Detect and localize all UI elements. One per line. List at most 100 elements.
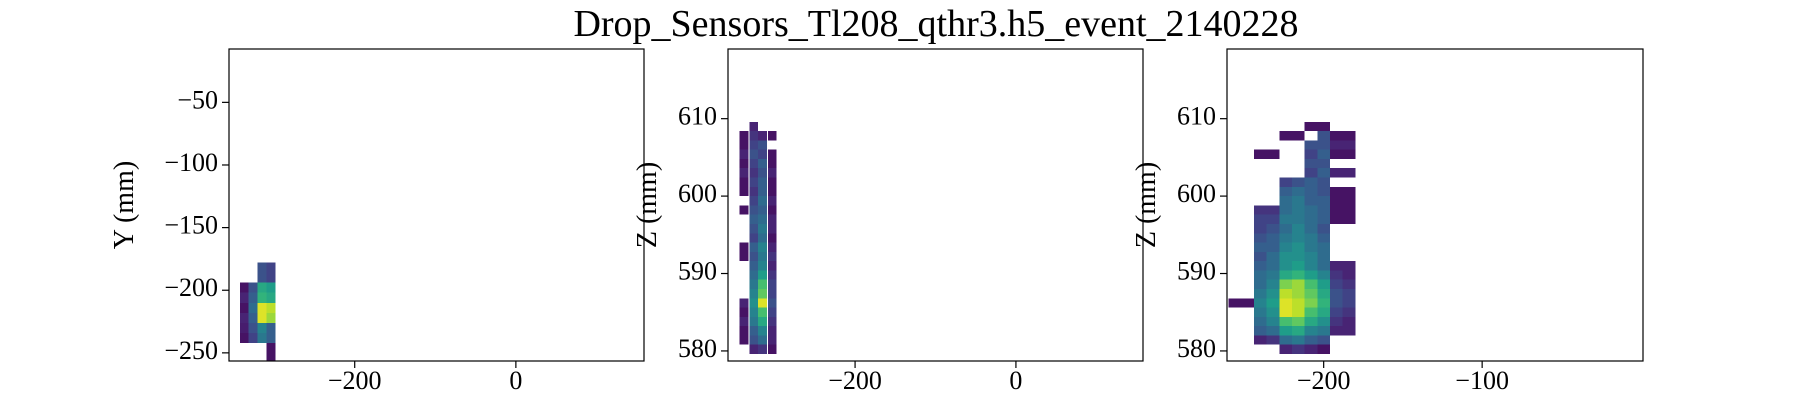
heatmap-cell [758,214,768,224]
heatmap-cell [1253,223,1267,234]
y-tick-label: −150 [164,211,218,240]
heatmap-cell [1317,214,1331,224]
heatmap-cell [749,121,759,132]
heatmap-cell [749,335,759,345]
heatmap-cell [248,312,258,323]
heatmap-cell [767,223,777,234]
heatmap-cell [239,302,249,313]
heatmap-cell [1342,307,1356,317]
heatmap-cell [1317,205,1331,215]
heatmap-cell [1291,326,1305,336]
heatmap-cell [1291,214,1305,224]
heatmap-cell [1342,205,1356,215]
heatmap-cell [1317,261,1331,271]
heatmap-cell [266,302,276,313]
heatmap-cell [767,177,777,187]
heatmap-cell [1279,131,1292,141]
heatmap-cell [1342,168,1356,178]
heatmap-cell [1279,186,1292,197]
heatmap-cell [1317,326,1331,336]
y-tick-label: 600 [1177,179,1216,208]
heatmap-cell [1253,251,1267,262]
heatmap-cell [1279,251,1292,262]
heatmap-cell [1266,149,1280,159]
heatmap-cell [758,251,768,262]
heatmap-cell [239,292,249,303]
heatmap-cell [1304,270,1318,280]
heatmap-cell [749,298,759,308]
heatmap-cell [1342,289,1356,299]
heatmap-cell [248,282,258,293]
heatmap-cell [1291,307,1305,317]
heatmap-cell [1291,316,1305,327]
heatmap-cell [1253,298,1267,308]
heatmap-cell [1342,140,1356,150]
heatmap-cell [1342,298,1356,308]
heatmap-cell [767,168,777,178]
heatmap-cell [257,302,267,313]
x-tick-label: −100 [1455,366,1509,395]
heatmap-cell [1266,205,1280,215]
heatmap-cell [1304,261,1318,271]
heatmap-cell [1279,307,1292,317]
heatmap-cell [758,233,768,243]
heatmap-cell [749,196,759,206]
heatmap-cell [1317,140,1331,150]
heatmap-cell [767,251,777,262]
heatmap-cell [749,186,759,197]
heatmap-cell [1253,289,1267,299]
heatmap-cell [1304,307,1318,317]
heatmap-cell [749,326,759,336]
heatmap-cell [1330,316,1343,327]
heatmap-cell [1330,289,1343,299]
heatmap-cell [739,140,749,150]
heatmap-cell [239,282,249,293]
heatmap-cell [1253,261,1267,271]
heatmap-cell [1317,149,1331,159]
heatmap-cell [1317,298,1331,308]
heatmap-cell [266,312,276,323]
heatmap-cell [767,261,777,271]
heatmap-cell [758,261,768,271]
heatmap-cell [758,270,768,280]
y-axis-label: Z (mm) [632,162,663,248]
heatmap-cell [1291,186,1305,197]
heatmap-cell [1330,261,1343,271]
heatmap-cell [266,282,276,293]
heatmap-cell [749,168,759,178]
heatmap-cell [1253,205,1267,215]
heatmap-cell [1342,186,1356,197]
plot-area [1228,121,1356,355]
heatmap-cell [1304,335,1318,345]
heatmap-cell [767,131,777,141]
heatmap-cell [1291,251,1305,262]
heatmap-cell [767,233,777,243]
y-tick-label: −100 [164,148,218,177]
heatmap-cell [1279,279,1292,289]
heatmap-cell [758,289,768,299]
heatmap-cell [1342,196,1356,206]
heatmap-cell [1279,335,1292,345]
heatmap-cell [1279,242,1292,252]
heatmap-cell [1253,149,1267,159]
heatmap-cell [1342,149,1356,159]
heatmap-cell [1304,214,1318,224]
heatmap-cell [1304,168,1318,178]
heatmap-cell [266,262,276,273]
heatmap-cell [248,322,258,333]
heatmap-cell [1291,279,1305,289]
heatmap-cell [1342,270,1356,280]
heatmap-cell [749,158,759,169]
heatmap-cell [1342,326,1356,336]
heatmap-cell [1304,177,1318,187]
heatmap-cell [239,322,249,333]
heatmap-cell [1279,223,1292,234]
heatmap-cell [1330,168,1343,178]
y-tick-label: 610 [1177,102,1216,131]
heatmap-cell [1317,270,1331,280]
heatmap-cell [1304,121,1318,132]
heatmap-cell [1279,326,1292,336]
x-tick-label: 0 [509,366,522,395]
heatmap-cell [749,131,759,141]
